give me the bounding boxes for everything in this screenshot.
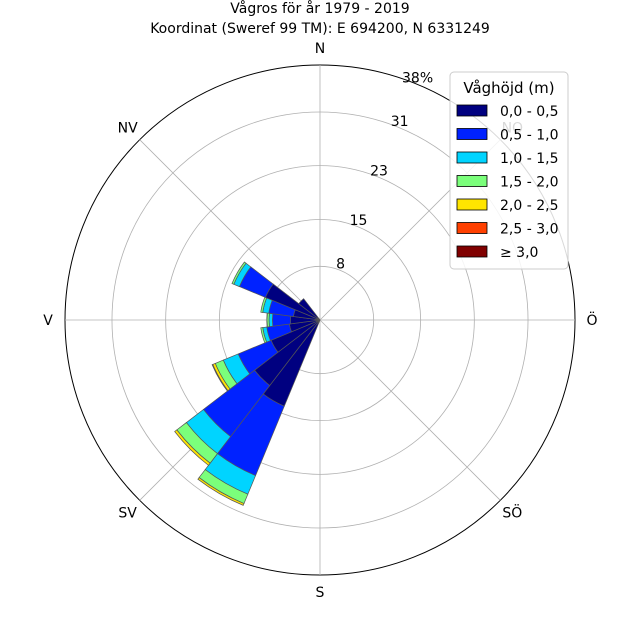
grid-spoke	[139, 139, 321, 321]
rose-bar-segment	[298, 298, 321, 321]
legend-label: 1,5 - 2,0	[500, 175, 558, 191]
rose-bar-segment	[211, 363, 229, 392]
radial-tick-label: 8	[336, 256, 345, 272]
legend-swatch	[456, 104, 488, 117]
legend-swatch	[456, 151, 488, 164]
legend-title: Våghöjd (m)	[463, 79, 554, 97]
legend-items: 0,0 - 0,5 0,5 - 1,0 1,0 - 1,5 1,5 - 2,0 2,0 …	[456, 104, 558, 261]
direction-label: V	[43, 313, 53, 329]
direction-label: SÖ	[502, 503, 522, 521]
chart-title: Vågros för år 1979 - 2019	[230, 0, 409, 17]
direction-label: S	[316, 585, 325, 601]
legend: Våghöjd (m) 0,0 - 0,5 0,5 - 1,0 1,0 - 1,5 1…	[449, 71, 569, 270]
radial-tick-label: 31	[391, 114, 409, 130]
rose-bar-segment	[174, 429, 211, 466]
legend-swatch	[456, 198, 488, 211]
polar-grid	[64, 64, 576, 576]
legend-label: 0,0 - 0,5	[500, 104, 558, 120]
grid-spoke	[319, 319, 501, 501]
legend-label: 2,5 - 3,0	[500, 222, 558, 238]
legend-label: ≥ 3,0	[500, 245, 538, 261]
radial-tick-label: 38%	[402, 70, 433, 86]
legend-label: 0,5 - 1,0	[500, 128, 558, 144]
direction-label: NV	[118, 121, 138, 137]
direction-label: SV	[118, 505, 137, 521]
legend-swatch	[456, 128, 488, 140]
rose-bar-segment	[266, 312, 270, 328]
rose-bars	[174, 261, 321, 506]
legend-label: 2,0 - 2,5	[500, 198, 558, 214]
rose-bar-segment	[231, 261, 247, 285]
legend-label: 1,0 - 1,5	[500, 151, 558, 167]
legend-swatch	[456, 245, 488, 258]
chart-subtitle: Koordinat (Sweref 99 TM): E 694200, N 63…	[150, 21, 490, 37]
radial-tick-label: 15	[350, 213, 368, 229]
direction-label: N	[315, 41, 325, 57]
rose-bar-segment	[260, 327, 268, 344]
rose-bar-segment	[197, 477, 245, 506]
radial-tick-label: 23	[370, 163, 388, 179]
direction-label: Ö	[586, 311, 597, 329]
legend-swatch	[456, 175, 488, 187]
legend-frame	[449, 71, 569, 270]
radial-tick-labels: 8 15 23 31 38%	[336, 70, 433, 272]
legend-swatch	[456, 222, 488, 234]
